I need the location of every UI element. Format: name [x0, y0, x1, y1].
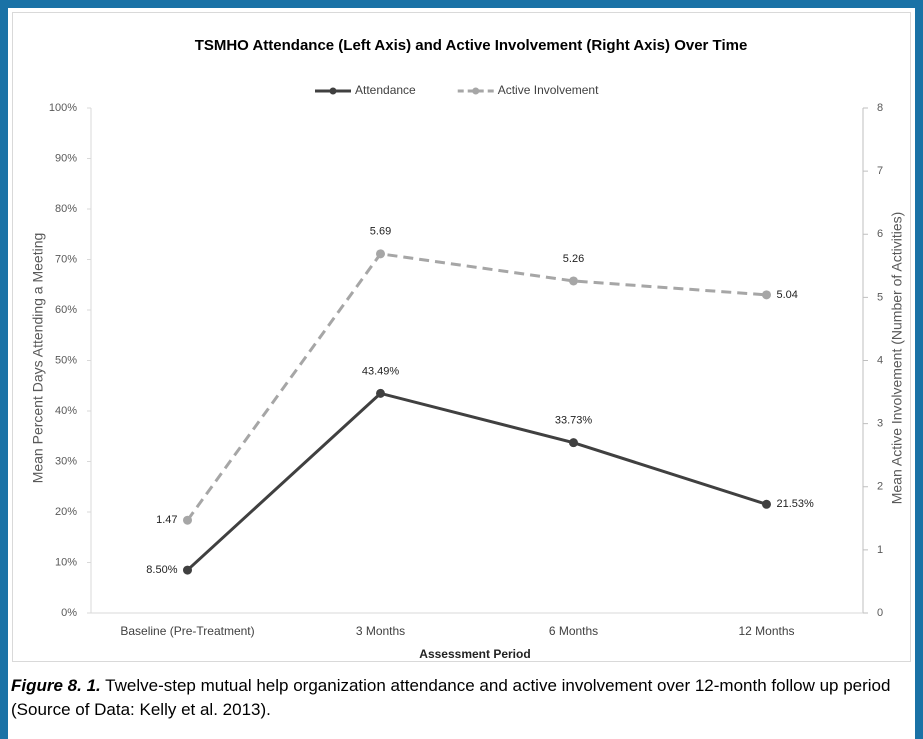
- y-tick-label: 70%: [55, 253, 77, 265]
- y2-tick-label: 1: [877, 544, 883, 556]
- x-axis-title: Assessment Period: [419, 647, 530, 661]
- caption-label: Figure 8. 1.: [11, 676, 101, 695]
- y-tick-label: 60%: [55, 304, 77, 316]
- data-label: 33.73%: [555, 415, 593, 427]
- legend-label: Attendance: [355, 83, 416, 97]
- data-label: 43.49%: [362, 365, 400, 377]
- data-label: 5.69: [370, 226, 391, 238]
- y-tick-label: 0%: [61, 607, 77, 619]
- frame: TSMHO Attendance (Left Axis) and Active …: [8, 8, 915, 739]
- data-point: [762, 290, 771, 300]
- series-line: [186, 252, 767, 522]
- y-tick-label: 40%: [55, 405, 77, 417]
- chart: TSMHO Attendance (Left Axis) and Active …: [30, 37, 905, 661]
- y2-axis-title: Mean Active Involvement (Number of Activ…: [889, 212, 905, 505]
- y-tick-label: 10%: [55, 556, 77, 568]
- y2-tick-label: 3: [877, 418, 883, 430]
- y-tick-label: 20%: [55, 506, 77, 518]
- chart-box: TSMHO Attendance (Left Axis) and Active …: [12, 12, 911, 662]
- y-tick-label: 50%: [55, 354, 77, 366]
- series-line: [186, 391, 767, 572]
- x-tick-label: 3 Months: [356, 624, 405, 638]
- data-point: [569, 276, 578, 286]
- data-point: [183, 565, 192, 575]
- data-label: 21.53%: [777, 498, 815, 510]
- data-point: [376, 388, 385, 398]
- y2-tick-label: 8: [877, 102, 883, 114]
- y-tick-label: 80%: [55, 203, 77, 215]
- data-point: [569, 438, 578, 448]
- legend-marker: [329, 87, 337, 95]
- caption: Figure 8. 1. Twelve-step mutual help org…: [11, 674, 906, 722]
- chart-title: TSMHO Attendance (Left Axis) and Active …: [195, 37, 748, 54]
- caption-text: Twelve-step mutual help organization att…: [11, 676, 891, 719]
- y2-tick-label: 5: [877, 291, 883, 303]
- y2-tick-label: 2: [877, 481, 883, 493]
- x-tick-label: Baseline (Pre-Treatment): [120, 624, 254, 638]
- legend-label: Active Involvement: [498, 83, 599, 97]
- y-axis-title: Mean Percent Days Attending a Meeting: [30, 233, 46, 484]
- y-tick-label: 30%: [55, 455, 77, 467]
- data-label: 5.26: [563, 253, 584, 265]
- data-point: [376, 249, 385, 259]
- x-tick-label: 12 Months: [738, 624, 794, 638]
- y2-tick-label: 7: [877, 165, 883, 177]
- data-point: [183, 515, 192, 525]
- y-tick-label: 90%: [55, 152, 77, 164]
- data-label: 5.04: [777, 289, 798, 301]
- y-tick-label: 100%: [49, 102, 77, 114]
- y2-tick-label: 0: [877, 607, 883, 619]
- legend-marker: [472, 87, 480, 95]
- y2-tick-label: 4: [877, 354, 883, 366]
- data-label: 1.47: [156, 514, 177, 526]
- data-label: 8.50%: [146, 564, 177, 576]
- x-tick-label: 6 Months: [549, 624, 598, 638]
- y2-tick-label: 6: [877, 228, 883, 240]
- data-point: [762, 499, 771, 509]
